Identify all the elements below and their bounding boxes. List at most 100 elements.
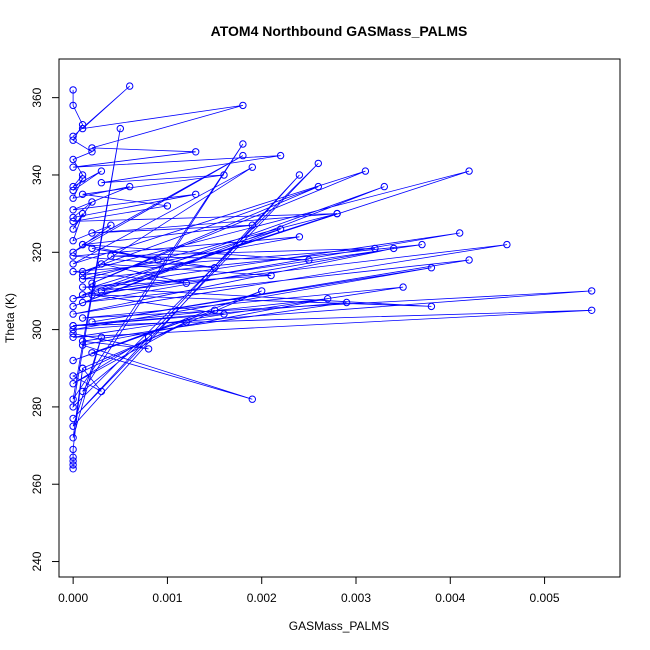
data-point — [107, 221, 115, 229]
data-point — [69, 237, 77, 245]
data-point — [69, 295, 77, 303]
y-tick-label: 320 — [30, 242, 44, 262]
data-point — [126, 182, 134, 191]
x-tick-label: 0.005 — [530, 591, 560, 605]
series-line — [72, 89, 592, 469]
chart-title: ATOM4 Northbound GASMass_PALMS — [211, 23, 468, 39]
data-point — [192, 190, 200, 199]
data-point — [69, 194, 77, 202]
data-point — [78, 190, 87, 199]
data-point — [390, 244, 398, 253]
data-point — [69, 260, 77, 268]
data-point — [78, 364, 87, 372]
data-point — [361, 167, 370, 175]
series-line — [72, 85, 432, 350]
data-point — [248, 395, 257, 403]
plot-area — [69, 82, 596, 473]
data-point — [380, 182, 388, 191]
data-point — [69, 248, 77, 257]
y-tick-label: 300 — [30, 319, 44, 339]
data-point — [88, 144, 96, 152]
data-point — [239, 140, 247, 148]
data-point — [182, 318, 191, 326]
data-point — [192, 148, 200, 156]
data-point — [588, 287, 596, 295]
data-point — [456, 229, 464, 237]
data-point — [69, 356, 77, 365]
data-point — [220, 310, 228, 318]
data-point — [69, 132, 77, 141]
data-point — [69, 86, 77, 94]
data-point — [69, 155, 77, 164]
data-point — [69, 329, 77, 338]
data-point — [88, 318, 96, 326]
data-point — [69, 182, 77, 191]
y-tick-label: 240 — [30, 551, 44, 571]
data-point — [69, 372, 77, 380]
data-point — [69, 252, 77, 260]
data-point — [78, 341, 87, 349]
data-point — [69, 395, 77, 403]
data-point — [78, 291, 87, 299]
data-point — [69, 333, 77, 341]
data-point — [78, 124, 87, 133]
x-axis: 0.000 0.001 0.002 0.003 0.004 0.005 — [58, 576, 560, 605]
data-point — [69, 206, 77, 214]
data-point — [503, 240, 511, 249]
data-point — [88, 198, 96, 206]
data-point — [78, 209, 87, 218]
data-point — [78, 314, 87, 322]
data-point — [342, 298, 351, 307]
x-axis-label: GASMass_PALMS — [289, 619, 389, 633]
data-point — [69, 186, 77, 195]
data-point — [588, 306, 596, 314]
data-point — [314, 182, 322, 191]
data-point — [144, 333, 153, 341]
data-point — [88, 148, 96, 156]
data-point — [78, 275, 87, 283]
data-point — [69, 461, 77, 469]
data-point — [239, 151, 247, 160]
data-point — [78, 387, 87, 396]
data-point — [107, 252, 115, 260]
x-tick-label: 0.001 — [152, 591, 182, 605]
data-point — [69, 101, 77, 110]
data-point — [88, 291, 96, 299]
y-tick-label: 280 — [30, 397, 44, 417]
data-point — [69, 380, 77, 388]
data-point — [69, 213, 77, 222]
data-point — [69, 163, 77, 171]
data-point — [248, 221, 257, 229]
y-tick-label: 260 — [30, 474, 44, 494]
data-point — [295, 171, 304, 179]
data-point — [78, 240, 87, 249]
data-point — [258, 287, 266, 295]
data-point — [69, 403, 77, 411]
data-point — [220, 171, 228, 179]
data-point — [97, 387, 106, 396]
data-point — [126, 82, 134, 90]
data-point — [305, 256, 313, 264]
data-point — [69, 225, 77, 233]
data-point — [182, 279, 191, 287]
data-point — [78, 171, 87, 179]
x-tick-label: 0.000 — [58, 591, 88, 605]
data-point — [324, 295, 332, 303]
data-point — [97, 287, 106, 295]
data-point — [399, 283, 407, 291]
data-point — [88, 229, 96, 237]
y-tick-label: 360 — [30, 87, 44, 107]
data-point — [88, 349, 96, 357]
data-point — [314, 159, 322, 168]
data-point — [163, 202, 172, 210]
data-point — [78, 337, 87, 345]
data-point — [69, 136, 77, 144]
x-tick-label: 0.003 — [341, 591, 371, 605]
data-point — [418, 240, 426, 249]
data-point — [69, 322, 77, 330]
data-point — [97, 167, 106, 175]
y-axis: 240 260 280 300 320 340 360 — [30, 87, 60, 572]
x-tick-label: 0.004 — [435, 591, 465, 605]
data-point — [295, 233, 304, 241]
data-point — [69, 267, 77, 276]
